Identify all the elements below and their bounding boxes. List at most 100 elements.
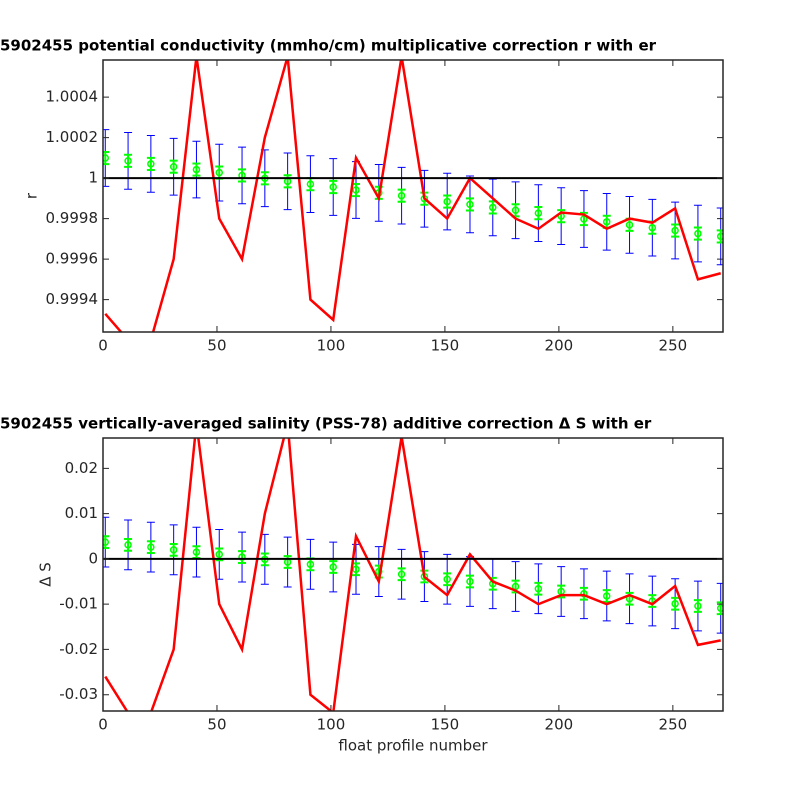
x-tick-label: 150 (431, 337, 460, 355)
y-tick-label: -0.02 (59, 640, 98, 658)
fit-point (238, 553, 246, 561)
x-tick-label: 0 (98, 716, 108, 734)
fit-point (443, 575, 451, 584)
fit-point (489, 203, 497, 212)
error-bar (103, 535, 110, 550)
x-tick-label: 200 (545, 716, 574, 734)
fit-point (306, 560, 315, 569)
fit-point (716, 604, 723, 612)
fit-point (103, 154, 110, 162)
error-bar (192, 162, 201, 177)
axes-frame (102, 59, 724, 333)
error-bar (443, 194, 452, 209)
error-bar (146, 540, 155, 554)
y-tick-label: -0.03 (59, 685, 98, 703)
plot-area (103, 60, 723, 332)
y-tick-label: 0.02 (65, 459, 98, 477)
fit-point (716, 232, 723, 241)
error-bar (238, 168, 247, 183)
error-bar (671, 596, 680, 611)
fit-point (580, 589, 588, 598)
fit-point (534, 585, 543, 593)
fit-point (648, 223, 657, 232)
fit-point (352, 186, 360, 194)
error-bar (238, 550, 247, 564)
fit-point (329, 563, 337, 571)
fit-point (397, 191, 406, 200)
error-bar (693, 226, 702, 241)
fit-point (511, 206, 520, 215)
fit-point (103, 538, 110, 546)
x-axis-label: float profile number (338, 737, 488, 755)
fit-point (147, 160, 155, 168)
error-bar (329, 560, 338, 574)
fit-point (192, 165, 201, 174)
fit-point (147, 543, 155, 551)
fit-point (443, 197, 451, 206)
x-tick-label: 100 (317, 716, 346, 734)
error-bar (103, 150, 110, 166)
error-bar (671, 223, 680, 238)
fit-point (534, 209, 543, 217)
fit-point (215, 550, 223, 559)
y-axis-label: r (23, 192, 41, 199)
x-tick-label: 250 (659, 337, 688, 355)
fit-point (466, 200, 474, 209)
fit-point (169, 546, 178, 554)
fit-point (694, 229, 702, 238)
x-tick-label: 150 (431, 716, 460, 734)
error-bar (443, 572, 452, 587)
axes-frame (102, 437, 724, 712)
y-tick-label: 1.0004 (46, 88, 99, 106)
x-tick-label: 50 (207, 337, 226, 355)
fit-point (603, 218, 611, 226)
data-line (104, 60, 722, 332)
fit-point (124, 541, 132, 549)
x-tick-label: 250 (659, 716, 688, 734)
fit-point (671, 226, 679, 235)
y-tick-label: 0.01 (65, 504, 98, 522)
y-tick-label: 1 (88, 169, 98, 187)
plot-area (103, 438, 723, 711)
fit-point (694, 602, 702, 610)
y-tick-label: -0.01 (59, 595, 98, 613)
y-tick-label: 0 (88, 549, 98, 567)
error-bar (397, 567, 406, 582)
error-bar (716, 229, 723, 244)
error-bar (465, 197, 474, 212)
fit-point (124, 157, 132, 165)
fit-point (397, 570, 406, 579)
fit-point (466, 577, 474, 586)
x-tick-label: 50 (207, 716, 226, 734)
fit-point (329, 183, 337, 191)
fit-point (352, 565, 360, 574)
error-bar (146, 156, 155, 171)
fit-point (215, 168, 223, 177)
fit-point (671, 599, 679, 608)
y-tick-label: 0.9994 (46, 290, 99, 308)
error-bar (169, 159, 178, 174)
fit-point (192, 548, 201, 556)
error-bar (169, 542, 178, 557)
error-bar (124, 537, 133, 552)
x-tick-label: 100 (317, 337, 346, 355)
error-bar (579, 586, 588, 601)
error-bar (693, 599, 702, 613)
error-bar (329, 179, 338, 195)
error-bar (534, 206, 543, 221)
chart-title: 5902455 vertically-averaged salinity (PS… (0, 415, 652, 433)
error-bar (397, 188, 406, 203)
y-tick-label: 0.9998 (46, 209, 99, 227)
chart-title: 5902455 potential conductivity (mmho/cm)… (0, 37, 657, 55)
fit-point (306, 180, 315, 188)
error-bar (534, 581, 543, 596)
fit-point (603, 592, 611, 600)
y-axis-label: Δ S (37, 562, 55, 587)
fit-point (625, 221, 634, 229)
error-bar (124, 153, 133, 168)
x-tick-label: 200 (545, 337, 574, 355)
x-tick-label: 0 (98, 337, 108, 355)
fit-point (169, 162, 178, 171)
y-tick-label: 0.9996 (46, 250, 99, 268)
